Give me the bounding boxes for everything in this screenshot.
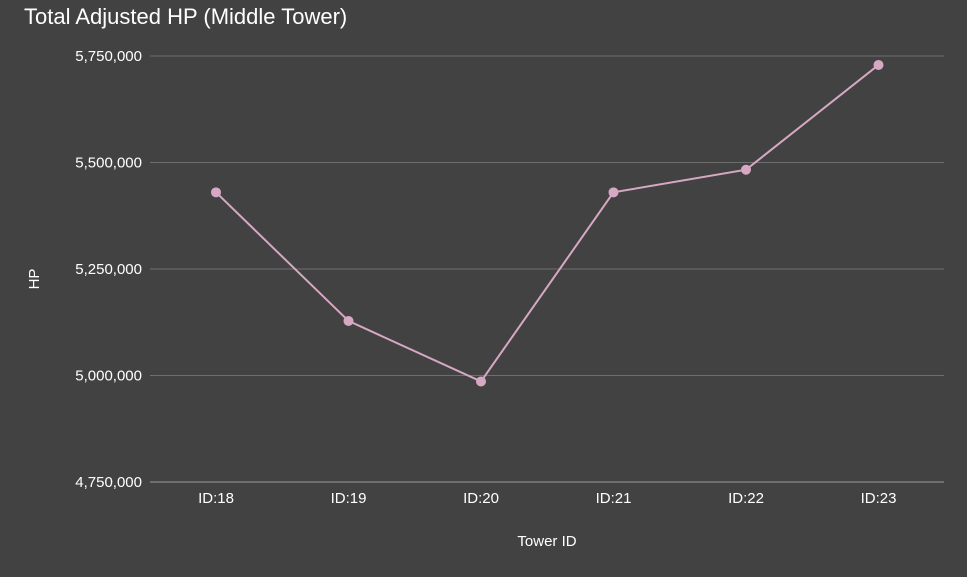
x-tick-label: ID:23 xyxy=(861,490,897,507)
data-point[interactable] xyxy=(741,164,751,175)
x-tick-label: ID:20 xyxy=(463,490,499,507)
y-tick-label: 5,750,000 xyxy=(75,48,142,65)
data-point[interactable] xyxy=(343,315,354,326)
y-tick-label: 5,250,000 xyxy=(75,261,142,278)
x-axis-ticks: ID:18 ID:19 ID:20 ID:21 ID:22 ID:23 xyxy=(198,490,896,507)
x-tick-label: ID:18 xyxy=(198,490,234,507)
y-axis-ticks: 4,750,000 5,000,000 5,250,000 5,500,000 5,75… xyxy=(75,48,142,491)
data-point[interactable] xyxy=(873,59,884,70)
y-tick-label: 4,750,000 xyxy=(75,474,142,491)
x-axis-label: Tower ID xyxy=(517,533,576,550)
data-point[interactable] xyxy=(476,376,486,387)
data-point[interactable] xyxy=(211,187,221,198)
x-tick-label: ID:22 xyxy=(728,490,764,507)
x-tick-label: ID:21 xyxy=(596,490,632,507)
chart-title: Total Adjusted HP (Middle Tower) xyxy=(24,4,347,29)
y-tick-label: 5,500,000 xyxy=(75,155,142,172)
y-tick-label: 5,000,000 xyxy=(75,368,142,385)
x-tick-label: ID:19 xyxy=(331,490,367,507)
series-line xyxy=(215,64,880,383)
series-layer xyxy=(211,59,884,387)
gridlines xyxy=(150,55,944,483)
data-point[interactable] xyxy=(608,187,619,198)
y-axis-label: HP xyxy=(26,269,43,290)
